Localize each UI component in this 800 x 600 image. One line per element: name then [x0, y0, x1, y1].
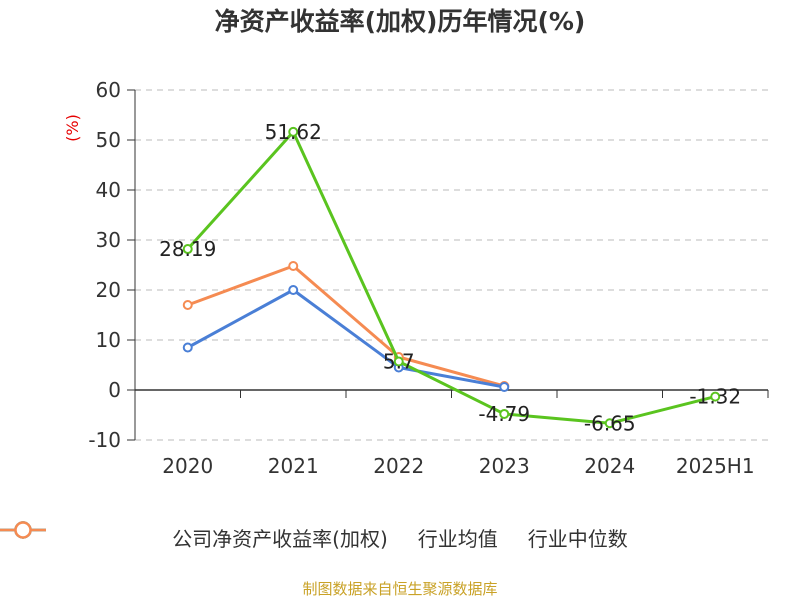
legend-item-industry-avg[interactable]: 行业均值 [0, 521, 498, 552]
data-point-company[interactable] [604, 418, 615, 429]
data-point-company[interactable] [499, 408, 510, 419]
data-point-company[interactable] [288, 126, 299, 137]
data-point-company[interactable] [710, 391, 721, 402]
data-point-industry_median[interactable] [288, 261, 299, 271]
y-tick-label: 60 [96, 78, 121, 102]
data-point-industry_median[interactable] [182, 300, 193, 310]
y-tick-label: 50 [96, 128, 121, 152]
y-tick-label: -10 [88, 428, 121, 452]
series-line-company [186, 130, 716, 425]
y-tick-label: 40 [96, 178, 121, 202]
data-point-company[interactable] [182, 244, 193, 255]
axis-layer: 60 50 40 30 20 10 0 -10 2020 2021 2022 2023 2024 2025… [88, 78, 769, 478]
x-tick-label: 2023 [479, 454, 530, 478]
data-point-industry_avg[interactable] [182, 342, 193, 353]
data-label: 51.62 [265, 120, 322, 144]
legend-label-company: 公司净资产收益率(加权) [172, 526, 388, 551]
data-label: -1.32 [689, 385, 741, 409]
legend-item-company[interactable]: 公司净资产收益率(加权) [0, 521, 388, 552]
legend: 公司净资产收益率(加权) 行业均值 行业中位数 [0, 520, 800, 554]
chart-title: 净资产收益率(加权)历年情况(%) [214, 7, 586, 36]
series-line-industry_median [187, 264, 505, 388]
series-layer [182, 126, 721, 429]
legend-item-industry-median[interactable]: 行业中位数 [0, 521, 628, 552]
x-tick-label: 2022 [373, 454, 424, 478]
legend-swatch-industry-median [0, 521, 46, 539]
legend-label-industry-median: 行业中位数 [527, 526, 628, 551]
y-tick-label: 20 [96, 278, 121, 302]
data-label: -4.79 [478, 402, 530, 426]
data-point-industry_avg[interactable] [499, 382, 510, 392]
data-point-industry_avg[interactable] [288, 285, 299, 295]
source-note: 制图数据来自恒生聚源数据库 [302, 580, 498, 598]
data-label: 28.19 [159, 237, 216, 261]
data-label: -6.65 [584, 411, 636, 435]
y-unit-label: (%) [63, 114, 82, 142]
x-tick-label: 2025H1 [676, 454, 755, 478]
data-label: 5.7 [383, 350, 415, 374]
label-layer: 28.19 51.62 5.7 -4.79 -6.65 -1.32 [159, 120, 741, 435]
x-tick-label: 2024 [584, 454, 635, 478]
x-tick-label: 2021 [268, 454, 319, 478]
y-tick-label: 10 [96, 328, 121, 352]
x-tick-label: 2020 [162, 454, 213, 478]
data-point-company[interactable] [393, 356, 404, 367]
y-tick-label: 0 [108, 378, 121, 402]
series-line-industry_avg [187, 288, 505, 389]
legend-label-industry-avg: 行业均值 [417, 526, 498, 551]
y-tick-label: 30 [96, 228, 121, 252]
